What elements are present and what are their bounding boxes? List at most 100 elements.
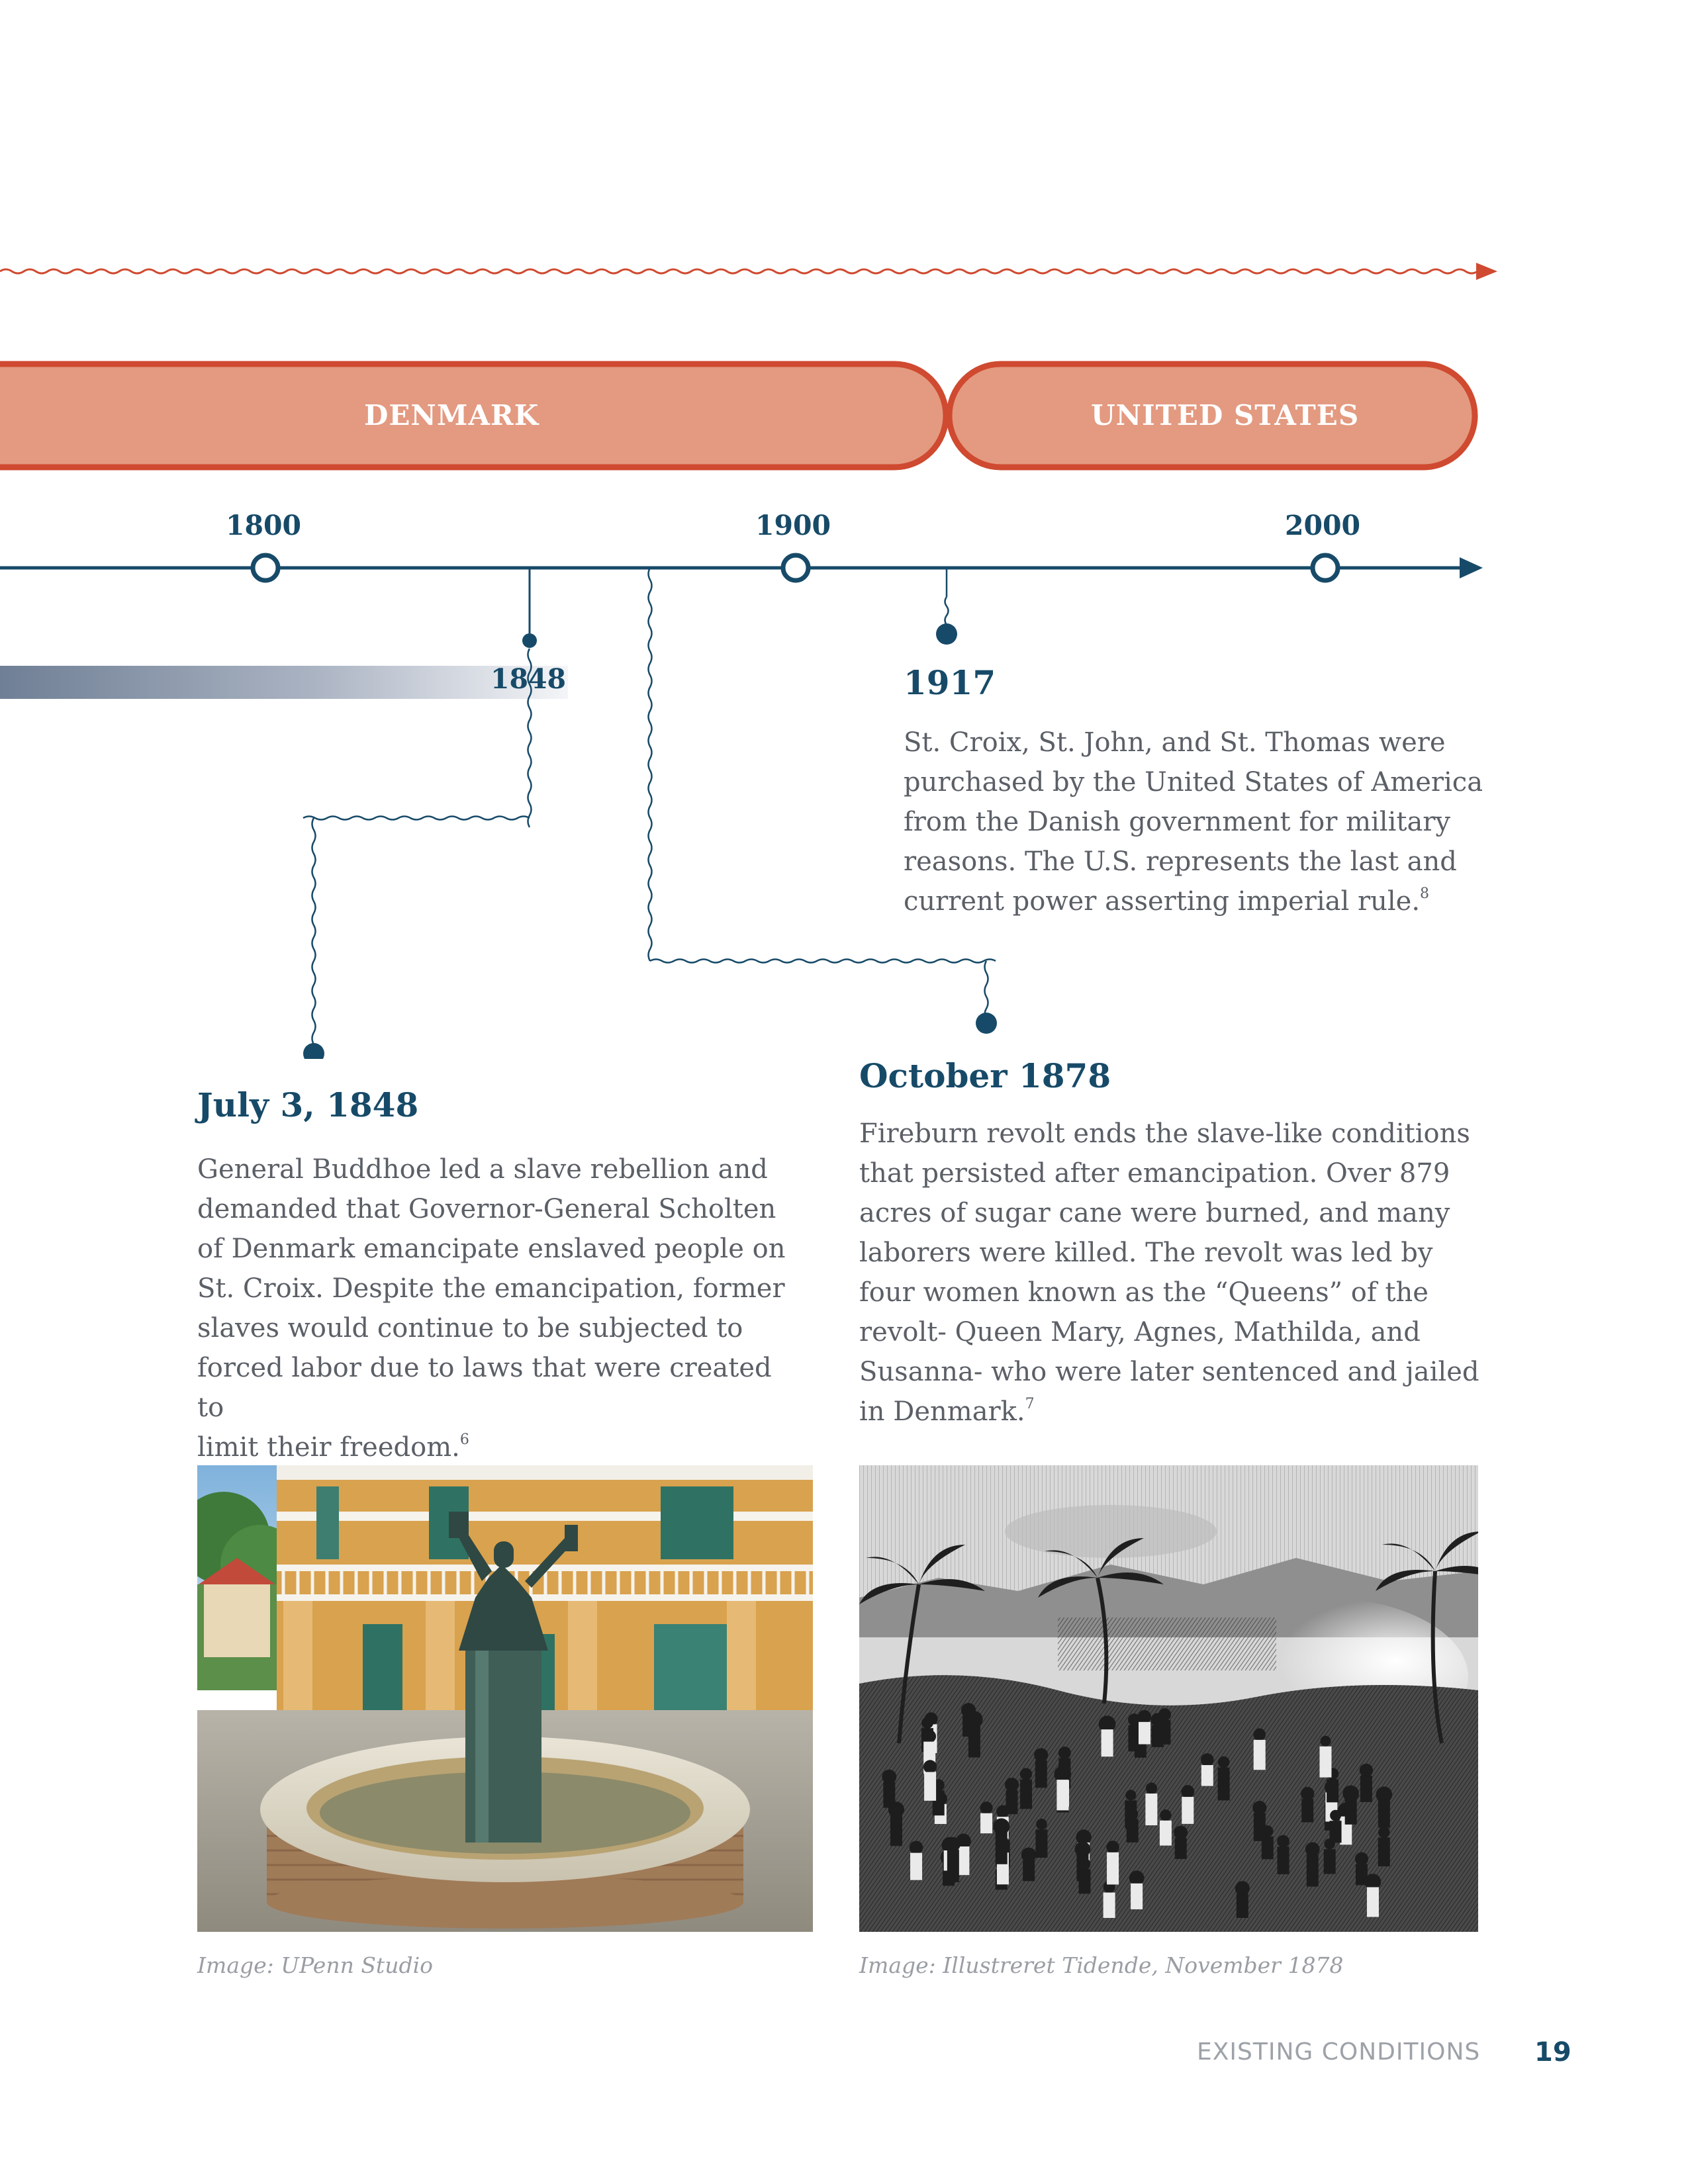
crowd-figure-body: [1023, 1860, 1035, 1882]
text-line: four women known as the “Queens” of the: [859, 1277, 1429, 1308]
text-line: purchased by the United States of Americ…: [904, 767, 1483, 797]
text-line: in Denmark.: [859, 1396, 1025, 1427]
crowd-figure-head: [1364, 1874, 1382, 1890]
crowd-figure-head: [882, 1769, 897, 1784]
text-line: forced labor due to laws that were creat…: [197, 1353, 772, 1423]
crowd-figure-body: [1329, 1821, 1342, 1843]
crowd-figure-head: [1301, 1787, 1315, 1801]
crowd-figure-head: [1342, 1785, 1359, 1802]
footnote-ref[interactable]: 8: [1420, 886, 1430, 902]
crowd-figure-body: [1159, 1820, 1172, 1846]
crowd-figure-body: [1327, 1779, 1339, 1803]
crowd-figure-head: [1019, 1768, 1033, 1780]
crowd-figure-body: [1125, 1800, 1137, 1829]
era-label-denmark: DENMARK: [364, 399, 539, 432]
crowd-figure-body: [1006, 1790, 1018, 1815]
crowd-figure-body: [957, 1846, 970, 1876]
timeline-graphic: [0, 263, 1497, 1059]
crowd-figure-body: [980, 1813, 993, 1834]
crowd-figure-head: [909, 1841, 923, 1854]
crowd-figure-head: [1354, 1852, 1369, 1866]
crowd-figure-body: [1323, 1849, 1336, 1874]
text-line: Susanna- who were later sentenced and ja…: [859, 1357, 1479, 1387]
crowd-figure-head: [1378, 1826, 1390, 1839]
crowd-figure-head: [1058, 1747, 1071, 1759]
footnote-ref[interactable]: 7: [1025, 1396, 1035, 1412]
crowd-figure-head: [1150, 1713, 1164, 1727]
crowd-figure-body: [1306, 1854, 1319, 1887]
crowd-figure-head: [1138, 1709, 1151, 1723]
crowd-figure-head: [921, 1717, 933, 1729]
crowd-figure-body: [1107, 1852, 1119, 1885]
photo-buddhoe-statue-art: [197, 1465, 813, 1932]
event-title-1878: October 1878: [859, 1056, 1111, 1095]
crowd-figure-body: [1344, 1798, 1357, 1825]
crowd-figure-body: [1355, 1864, 1368, 1886]
crowd-figure-head: [1036, 1819, 1047, 1830]
crowd-figure-body: [1131, 1883, 1143, 1909]
connector-1848: [303, 568, 537, 1059]
crowd-figure-body: [1035, 1760, 1047, 1788]
connector-1917: [936, 568, 957, 645]
tick-marker-2000: [1310, 553, 1340, 583]
crowd-figure-body: [1151, 1725, 1164, 1747]
text-line: acres of sugar cane were burned, and man…: [859, 1198, 1450, 1228]
crowd-figure-body: [1378, 1799, 1390, 1828]
crowd-figure-head: [1145, 1782, 1157, 1794]
crowd-figure-body: [1253, 1813, 1266, 1841]
gradient-bar-label: 1848: [490, 663, 567, 695]
crowd-figure-body: [1261, 1836, 1274, 1860]
crowd-figure-body: [1277, 1846, 1289, 1874]
crowd-figure-body: [947, 1849, 959, 1882]
tick-marker-1800: [250, 553, 281, 583]
crowd-figure-head: [961, 1703, 976, 1718]
text-line: demanded that Governor-General Scholten: [197, 1194, 776, 1224]
crowd-figure-head: [1253, 1728, 1266, 1741]
footnote-ref[interactable]: 6: [459, 1432, 469, 1448]
crowd-figure-head: [945, 1837, 961, 1852]
crowd-figure-body: [890, 1815, 902, 1846]
crowd-figure-body: [1236, 1893, 1248, 1918]
text-line: slaves would continue to be subjected to: [197, 1313, 743, 1343]
era-label-united-states: UNITED STATES: [1091, 399, 1360, 432]
crowd-figure-head: [1076, 1829, 1092, 1845]
text-line: General Buddhoe led a slave rebellion an…: [197, 1154, 768, 1185]
event-body-1848: General Buddhoe led a slave rebellion an…: [197, 1150, 806, 1467]
crowd-figure-head: [1160, 1809, 1172, 1821]
crowd-figure-head: [1106, 1841, 1119, 1854]
crowd-figure-head: [1376, 1786, 1393, 1803]
crowd-figure-head: [888, 1801, 905, 1818]
crowd-figure-head: [1125, 1790, 1137, 1801]
crowd-figure-head: [1128, 1713, 1141, 1726]
text-line: from the Danish government for military: [904, 807, 1451, 837]
crowd-figure-head: [1129, 1870, 1145, 1886]
text-line: revolt- Queen Mary, Agnes, Mathilda, and: [859, 1317, 1421, 1347]
crowd-figure-head: [1235, 1881, 1250, 1896]
crowd-figure-body: [1378, 1837, 1390, 1867]
crowd-figure-head: [1320, 1735, 1331, 1747]
crowd-figure-body: [1128, 1725, 1141, 1752]
crowd-figure-head: [1078, 1858, 1091, 1870]
crowd-figure-body: [1138, 1721, 1150, 1745]
crowd-figure-head: [1252, 1801, 1267, 1815]
crowd-figure-body: [1035, 1829, 1048, 1858]
crowd-figure-body: [962, 1715, 975, 1737]
crowd-figure-head: [1217, 1756, 1230, 1768]
page-number: 19: [1534, 2037, 1571, 2068]
crowd-figure-body: [1301, 1799, 1314, 1823]
crowd-figure-body: [1145, 1794, 1158, 1826]
tick-label-1900: 1900: [755, 510, 831, 541]
photo-caption-left: Image: UPenn Studio: [197, 1952, 433, 1978]
crowd-figure-body: [1103, 1892, 1115, 1918]
crowd-figure-head: [1098, 1715, 1116, 1733]
crowd-figure-head: [1330, 1809, 1341, 1821]
crowd-figure-body: [995, 1831, 1008, 1864]
crowd-figure-head: [1359, 1763, 1374, 1778]
crowd-figure-body: [1182, 1797, 1194, 1824]
text-line: reasons. The U.S. represents the last an…: [904, 846, 1457, 877]
crowd-figure-body: [1101, 1729, 1113, 1757]
photo-buddhoe-statue: [197, 1465, 813, 1932]
event-title-1848: July 3, 1848: [197, 1085, 419, 1124]
text-line: of Denmark emancipate enslaved people on: [197, 1234, 786, 1264]
crowd-figure-head: [980, 1801, 993, 1815]
